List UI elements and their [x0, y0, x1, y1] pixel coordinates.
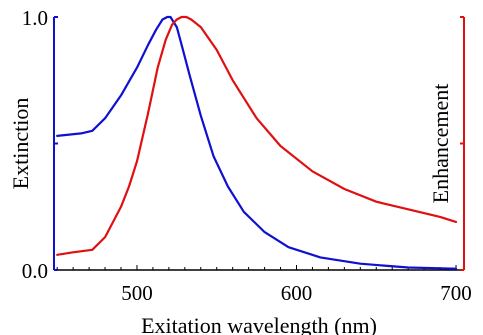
- series-layer: [56, 15, 458, 270]
- x-axis-label: Exitation wavelength (nm): [141, 313, 377, 335]
- x-tick-label: 600: [281, 281, 313, 305]
- y-axis-label-right: Enhancement: [428, 84, 453, 204]
- y-tick-label-left: 1.0: [22, 6, 48, 30]
- tick-labels: 500 600 700 0.0 1.0: [22, 6, 472, 305]
- x-tick-label: 500: [121, 281, 153, 305]
- y-axis-label-left: Extinction: [8, 98, 33, 190]
- series-line-enhancement: [56, 15, 458, 256]
- series-line-extinction: [56, 15, 458, 270]
- x-tick-label: 700: [440, 281, 472, 305]
- y-tick-label-left: 0.0: [22, 259, 48, 283]
- axes: [53, 16, 465, 271]
